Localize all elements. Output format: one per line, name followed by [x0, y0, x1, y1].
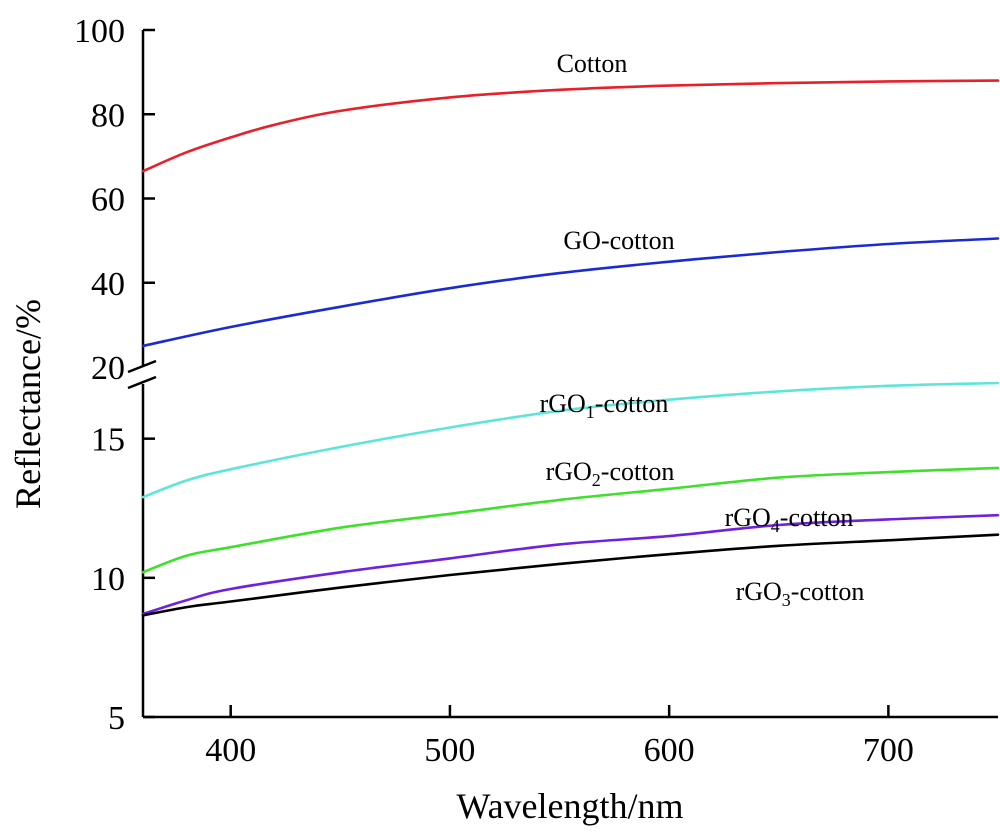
series-lines	[141, 79, 1000, 617]
series-label-main: rGO	[736, 577, 782, 606]
axis-break-mark-top	[127, 359, 157, 374]
y-tick-label: 10	[91, 561, 125, 598]
y-axis-label: Reflectance/%	[8, 299, 48, 509]
series-label-suffix: -cotton	[791, 577, 865, 606]
y-tick-label: 100	[74, 13, 125, 50]
series-label-rgo1-cotton: rGO1-cotton	[540, 389, 669, 422]
x-tick-label: 600	[644, 732, 695, 769]
series-line-rgo3-cotton	[141, 533, 1000, 617]
series-label-main: rGO	[725, 503, 771, 532]
series-label-rgo4-cotton: rGO4-cotton	[725, 503, 854, 536]
series-line-go-cotton	[141, 237, 1000, 348]
series-labels: CottonGO-cottonrGO1-cottonrGO2-cottonrGO…	[540, 49, 865, 610]
series-line-rgo1-cotton	[141, 381, 1000, 499]
series-label-rgo3-cotton: rGO3-cotton	[736, 577, 865, 610]
y-tick-label: 60	[91, 182, 125, 219]
series-label-main: GO-cotton	[563, 226, 674, 255]
axis-break-mark-bottom	[127, 375, 157, 390]
y-tick-label: 5	[108, 700, 125, 737]
series-label-subscript: 3	[782, 590, 791, 610]
series-label-main: rGO	[546, 457, 592, 486]
y-tick-label: 80	[91, 97, 125, 134]
series-label-main: Cotton	[557, 49, 628, 78]
series-line-rgo4-cotton	[141, 513, 1000, 616]
y-tick-label: 15	[91, 422, 125, 459]
x-tick-label: 500	[424, 732, 475, 769]
series-label-rgo2-cotton: rGO2-cotton	[546, 457, 675, 490]
series-label-suffix: -cotton	[601, 457, 675, 486]
series-label-suffix: -cotton	[595, 389, 669, 418]
series-label-subscript: 4	[771, 516, 780, 536]
y-tick-label: 40	[91, 266, 125, 303]
series-label-go-cotton: GO-cotton	[563, 226, 674, 255]
series-line-cotton	[141, 79, 1000, 173]
series-label-subscript: 1	[586, 402, 595, 422]
series-label-suffix: -cotton	[780, 503, 854, 532]
series-label-subscript: 2	[592, 470, 601, 490]
x-axis-label: Wavelength/nm	[456, 786, 683, 826]
series-label-main: rGO	[540, 389, 586, 418]
y-tick-label: 20	[91, 350, 125, 387]
x-tick-label: 400	[205, 732, 256, 769]
series-label-cotton: Cotton	[557, 49, 628, 78]
axes: 400 500 600 700 20 40 60 80 100 5 10 15	[74, 13, 998, 769]
series-line-rgo2-cotton	[141, 466, 1000, 574]
x-tick-label: 700	[863, 732, 914, 769]
